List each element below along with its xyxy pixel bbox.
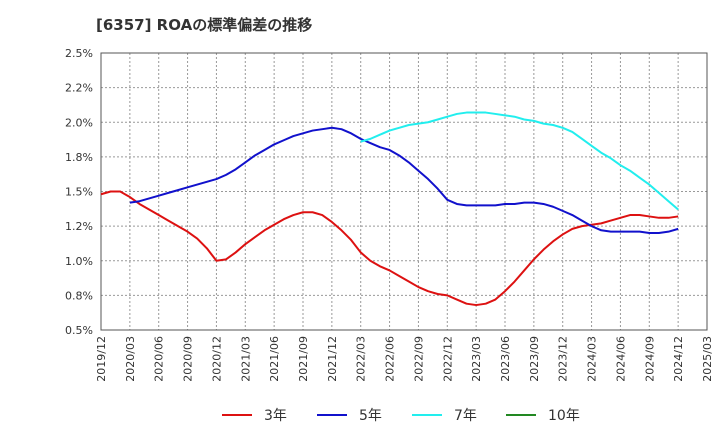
series-line-1 [129,126,679,235]
chart-title: [6357] ROAの標準偏差の推移 [96,16,313,34]
x-tick-label: 2021/09 [297,336,310,382]
plot-frame [100,52,708,331]
legend: 3年 5年 7年 10年 [222,408,580,424]
x-tick-label: 2022/03 [355,336,368,382]
x-tick-label: 2024/06 [614,336,627,382]
series-line-0 [100,190,679,307]
y-tick-label: 0.8% [65,289,93,302]
x-tick-label: 2023/06 [499,336,512,382]
legend-label: 5年 [359,408,382,424]
y-tick-label: 2.0% [65,116,93,129]
series-line-2 [360,111,679,211]
x-tick-label: 2024/09 [643,336,656,382]
x-tick-label: 2024/03 [586,336,599,382]
legend-label: 3年 [264,408,287,424]
x-tick-label: 2021/03 [239,336,252,382]
x-tick-label: 2019/12 [95,336,108,382]
y-tick-label: 2.5% [65,47,93,60]
x-tick-label: 2020/09 [182,336,195,382]
x-tick-label: 2020/06 [153,336,166,382]
legend-label: 10年 [548,408,580,424]
x-tick-label: 2023/12 [557,336,570,382]
x-tick-label: 2021/12 [326,336,339,382]
series-layer [100,111,679,307]
x-tick-label: 2024/12 [672,336,685,382]
y-tick-label: 1.5% [65,186,93,199]
x-tick-label: 2022/09 [412,336,425,382]
y-tick-labels: 0.5% 0.8% 1.0% 1.2% 1.5% 1.8% 2.0% 2.2% 2.5% [65,47,93,337]
x-tick-label: 2022/06 [384,336,397,382]
x-tick-label: 2021/06 [268,336,281,382]
y-tick-label: 1.8% [65,151,93,164]
y-tick-label: 0.5% [65,324,93,337]
x-tick-label: 2023/03 [470,336,483,382]
legend-label: 7年 [454,408,477,424]
x-tick-labels: 2019/12 2020/03 2020/06 2020/09 2020/12 2021/… [95,336,714,382]
x-tick-label: 2023/09 [528,336,541,382]
y-tick-label: 2.2% [65,82,93,95]
y-tick-label: 1.2% [65,220,93,233]
x-tick-label: 2020/03 [124,336,137,382]
x-tick-label: 2022/12 [441,336,454,382]
y-tick-label: 1.0% [65,255,93,268]
grid-layer [100,52,708,331]
x-tick-label: 2020/12 [210,336,223,382]
x-tick-label: 2025/03 [701,336,714,382]
